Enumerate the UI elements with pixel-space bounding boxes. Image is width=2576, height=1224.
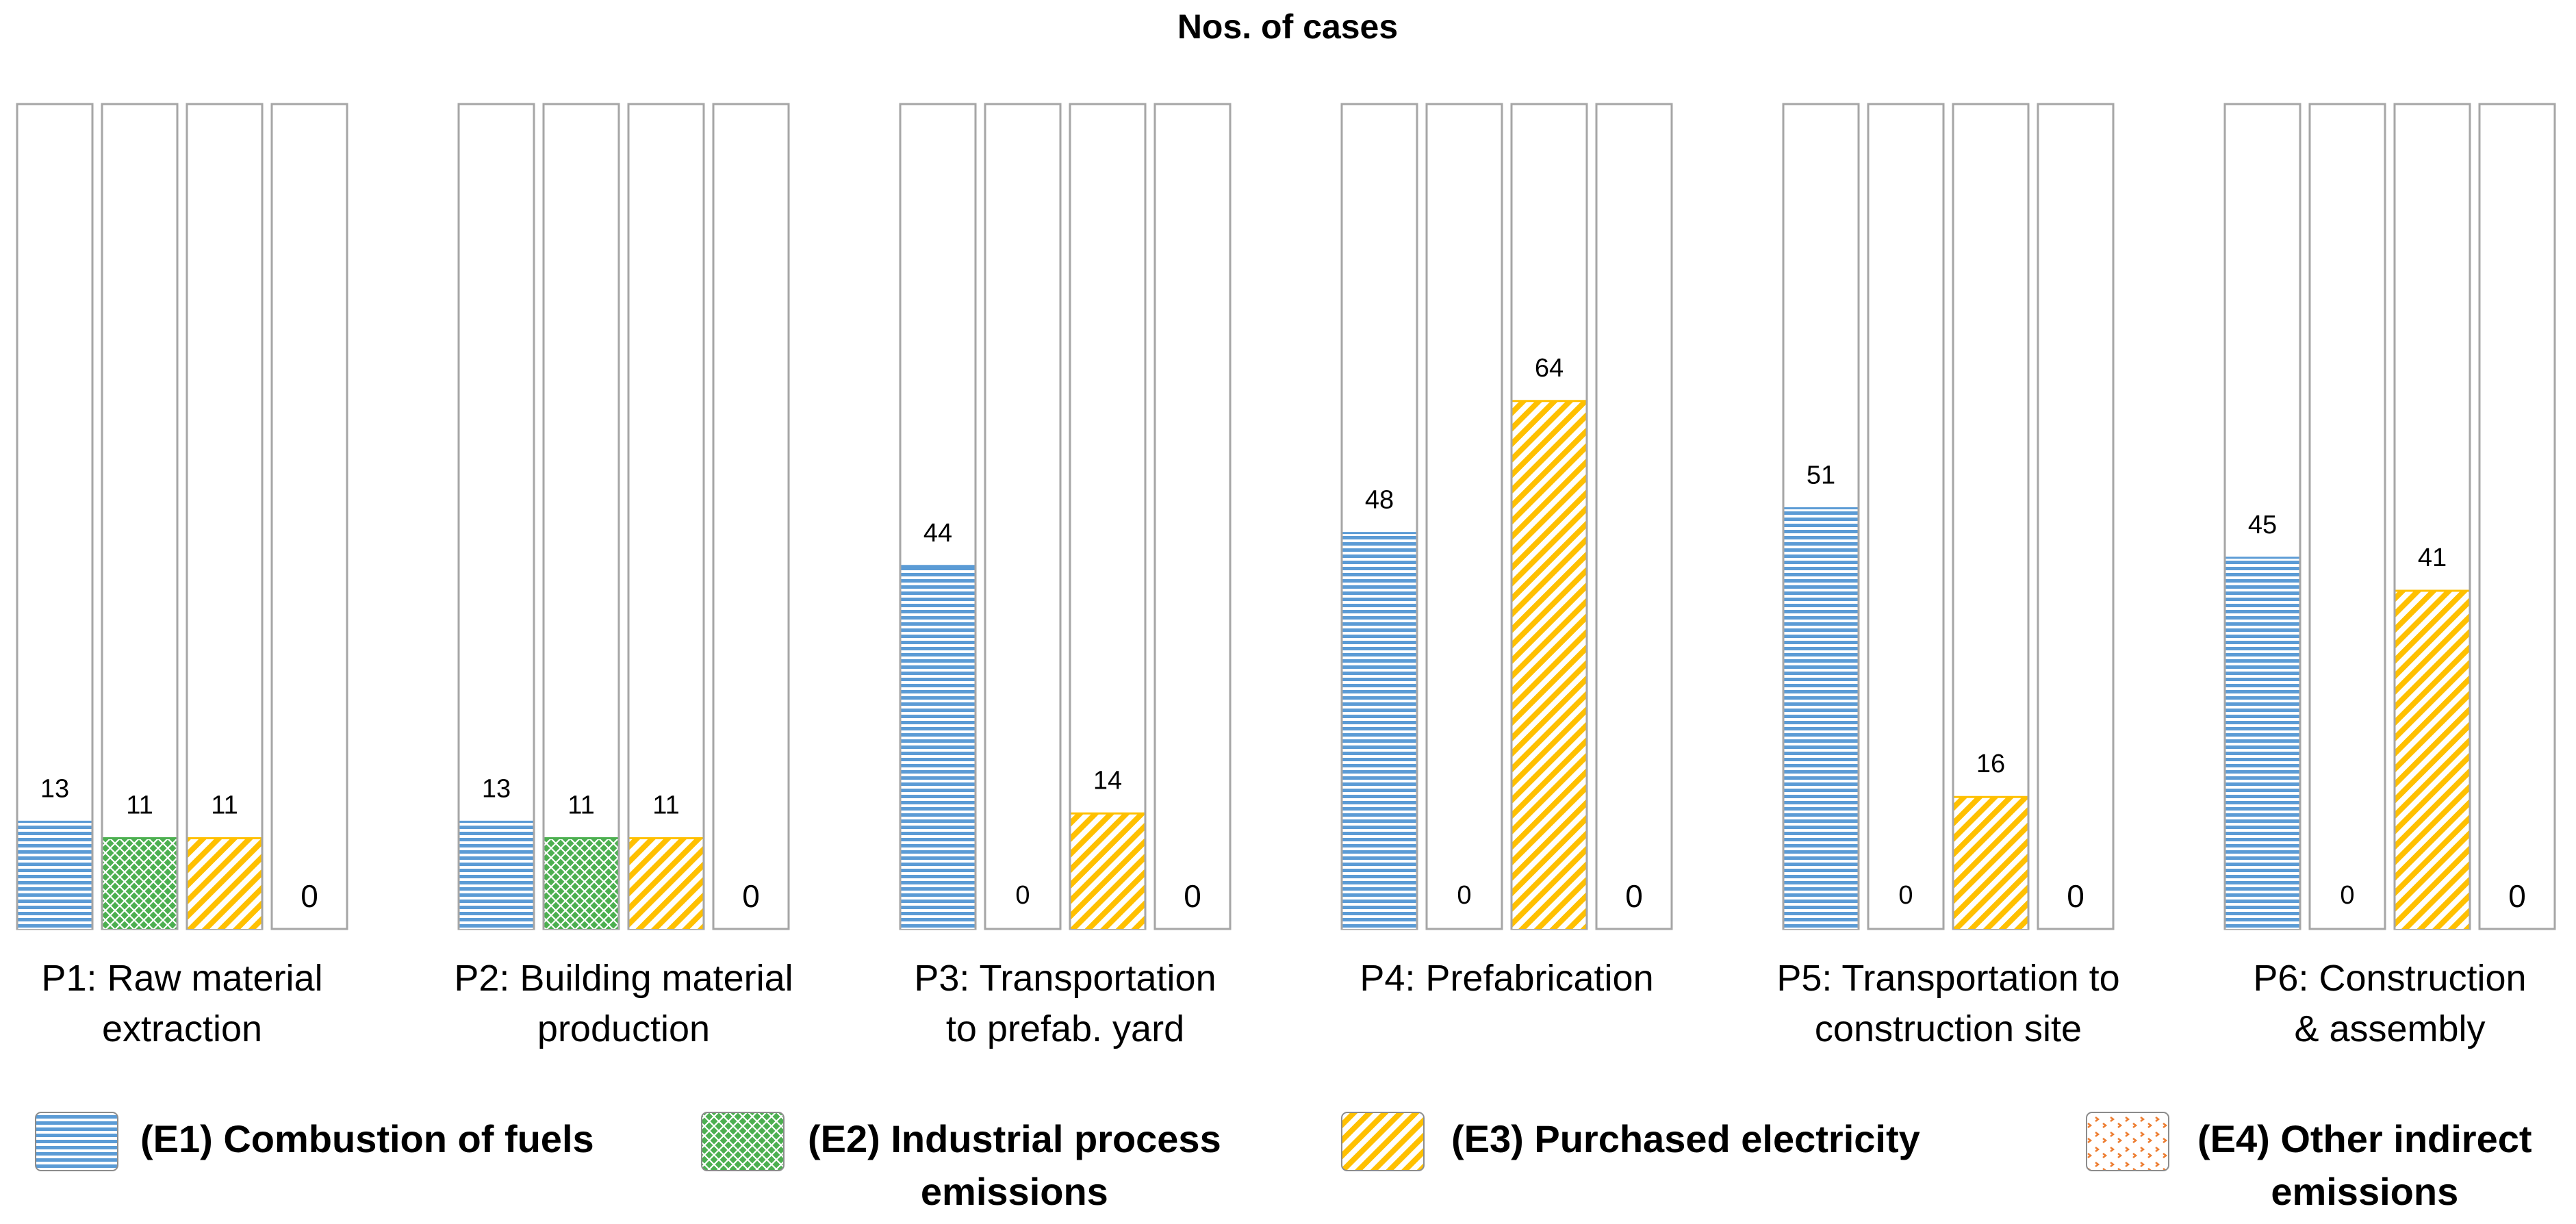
bar-outline [1069,103,1147,930]
bar [629,838,703,929]
bar-outline [1867,103,1945,930]
category-label: P2: Building material production [454,958,793,1049]
bar [1512,400,1586,929]
data-label: 48 [1365,486,1394,515]
bar [2395,590,2469,929]
data-label: 0 [1184,878,1201,914]
legend-swatch [2086,1112,2169,1171]
bar [544,838,618,929]
chart-title: Nos. of cases [1177,8,1398,46]
bar [188,838,262,929]
data-label: 0 [1015,881,1030,910]
bar-group: 13 11 11 0 P1: Raw material extraction [16,103,348,1049]
data-label: 16 [1976,750,2005,778]
bar-outline [1425,103,1503,930]
data-label: 44 [923,519,952,548]
bar-group: 45 0 41 0 P6: Construction & assembly [2223,103,2556,1049]
data-label: 45 [2248,511,2277,539]
legend-item: (E1) Combustion of fuels [35,1112,594,1171]
legend-swatch [1341,1112,1425,1171]
category-label: P4: Prefabrication [1360,958,1653,999]
data-label: 0 [301,878,318,914]
category-label: P1: Raw material extraction [41,958,322,1049]
bar-outline [2478,103,2556,930]
legend-label: (E4) Other indirect emissions [2197,1117,2532,1213]
data-label: 13 [482,774,511,803]
data-label: 41 [2418,544,2447,572]
bar [1954,797,2028,929]
bar-outline [542,103,620,930]
data-label: 0 [2340,881,2354,910]
category-label: P5: Transportation to construction site [1776,958,2119,1049]
bar-outline [16,103,94,930]
category-label: P6: Construction & assembly [2253,958,2526,1049]
bar [459,821,533,929]
legend-item: (E3) Purchased electricity [1341,1112,1920,1171]
bar-group: 48 0 64 0 P4: Prefabrication [1340,103,1673,999]
legend-label: (E1) Combustion of fuels [140,1117,594,1160]
bar-outline [712,103,790,930]
plot-area: 13 11 11 0 P1: Raw material extraction 13 11 11 0… [16,103,2556,1049]
bar-group: 13 11 11 0 P2: Building material production [454,103,793,1049]
bar [1784,508,1858,929]
data-label: 0 [2508,878,2526,914]
data-label: 0 [1625,878,1643,914]
data-label: 0 [1457,881,1471,910]
bar-outline [186,103,264,930]
bar [1071,813,1145,929]
data-label: 11 [126,791,153,819]
data-label: 11 [568,791,594,819]
bar [2226,557,2299,929]
legend-label: (E2) Industrial process emissions [808,1117,1221,1213]
bar [901,565,975,929]
bar-outline [1595,103,1673,930]
bar-outline [2308,103,2386,930]
bar-outline [1153,103,1232,930]
bar [1342,533,1416,929]
bar-group: 44 0 14 0 P3: Transportation to prefab. yard [899,103,1232,1049]
legend-item: (E2) Industrial process emissions [701,1112,1221,1213]
data-label: 51 [1807,461,1835,489]
bar [18,821,92,929]
bar-outline [1952,103,2030,930]
category-label: P3: Transportation to prefab. yard [914,958,1216,1049]
bar-outline [457,103,535,930]
bar-outline [627,103,705,930]
data-label: 13 [40,774,69,803]
data-label: 11 [652,791,679,819]
bar-outline [984,103,1062,930]
data-label: 0 [742,878,760,914]
data-label: 64 [1535,354,1564,383]
bar-group: 51 0 16 0 P5: Transportation to construction … [1776,103,2120,1049]
data-label: 11 [211,791,238,819]
legend-swatch [35,1112,118,1171]
data-label: 0 [2067,878,2084,914]
bar-outline [2037,103,2115,930]
legend-swatch [701,1112,785,1171]
legend-label: (E3) Purchased electricity [1451,1117,1920,1160]
bar-outline [270,103,348,930]
data-label: 0 [1898,881,1913,910]
bar [103,838,177,929]
data-label: 14 [1093,766,1122,795]
legend: (E1) Combustion of fuels (E2) Industrial … [35,1112,2532,1213]
legend-item: (E4) Other indirect emissions [2086,1112,2532,1213]
